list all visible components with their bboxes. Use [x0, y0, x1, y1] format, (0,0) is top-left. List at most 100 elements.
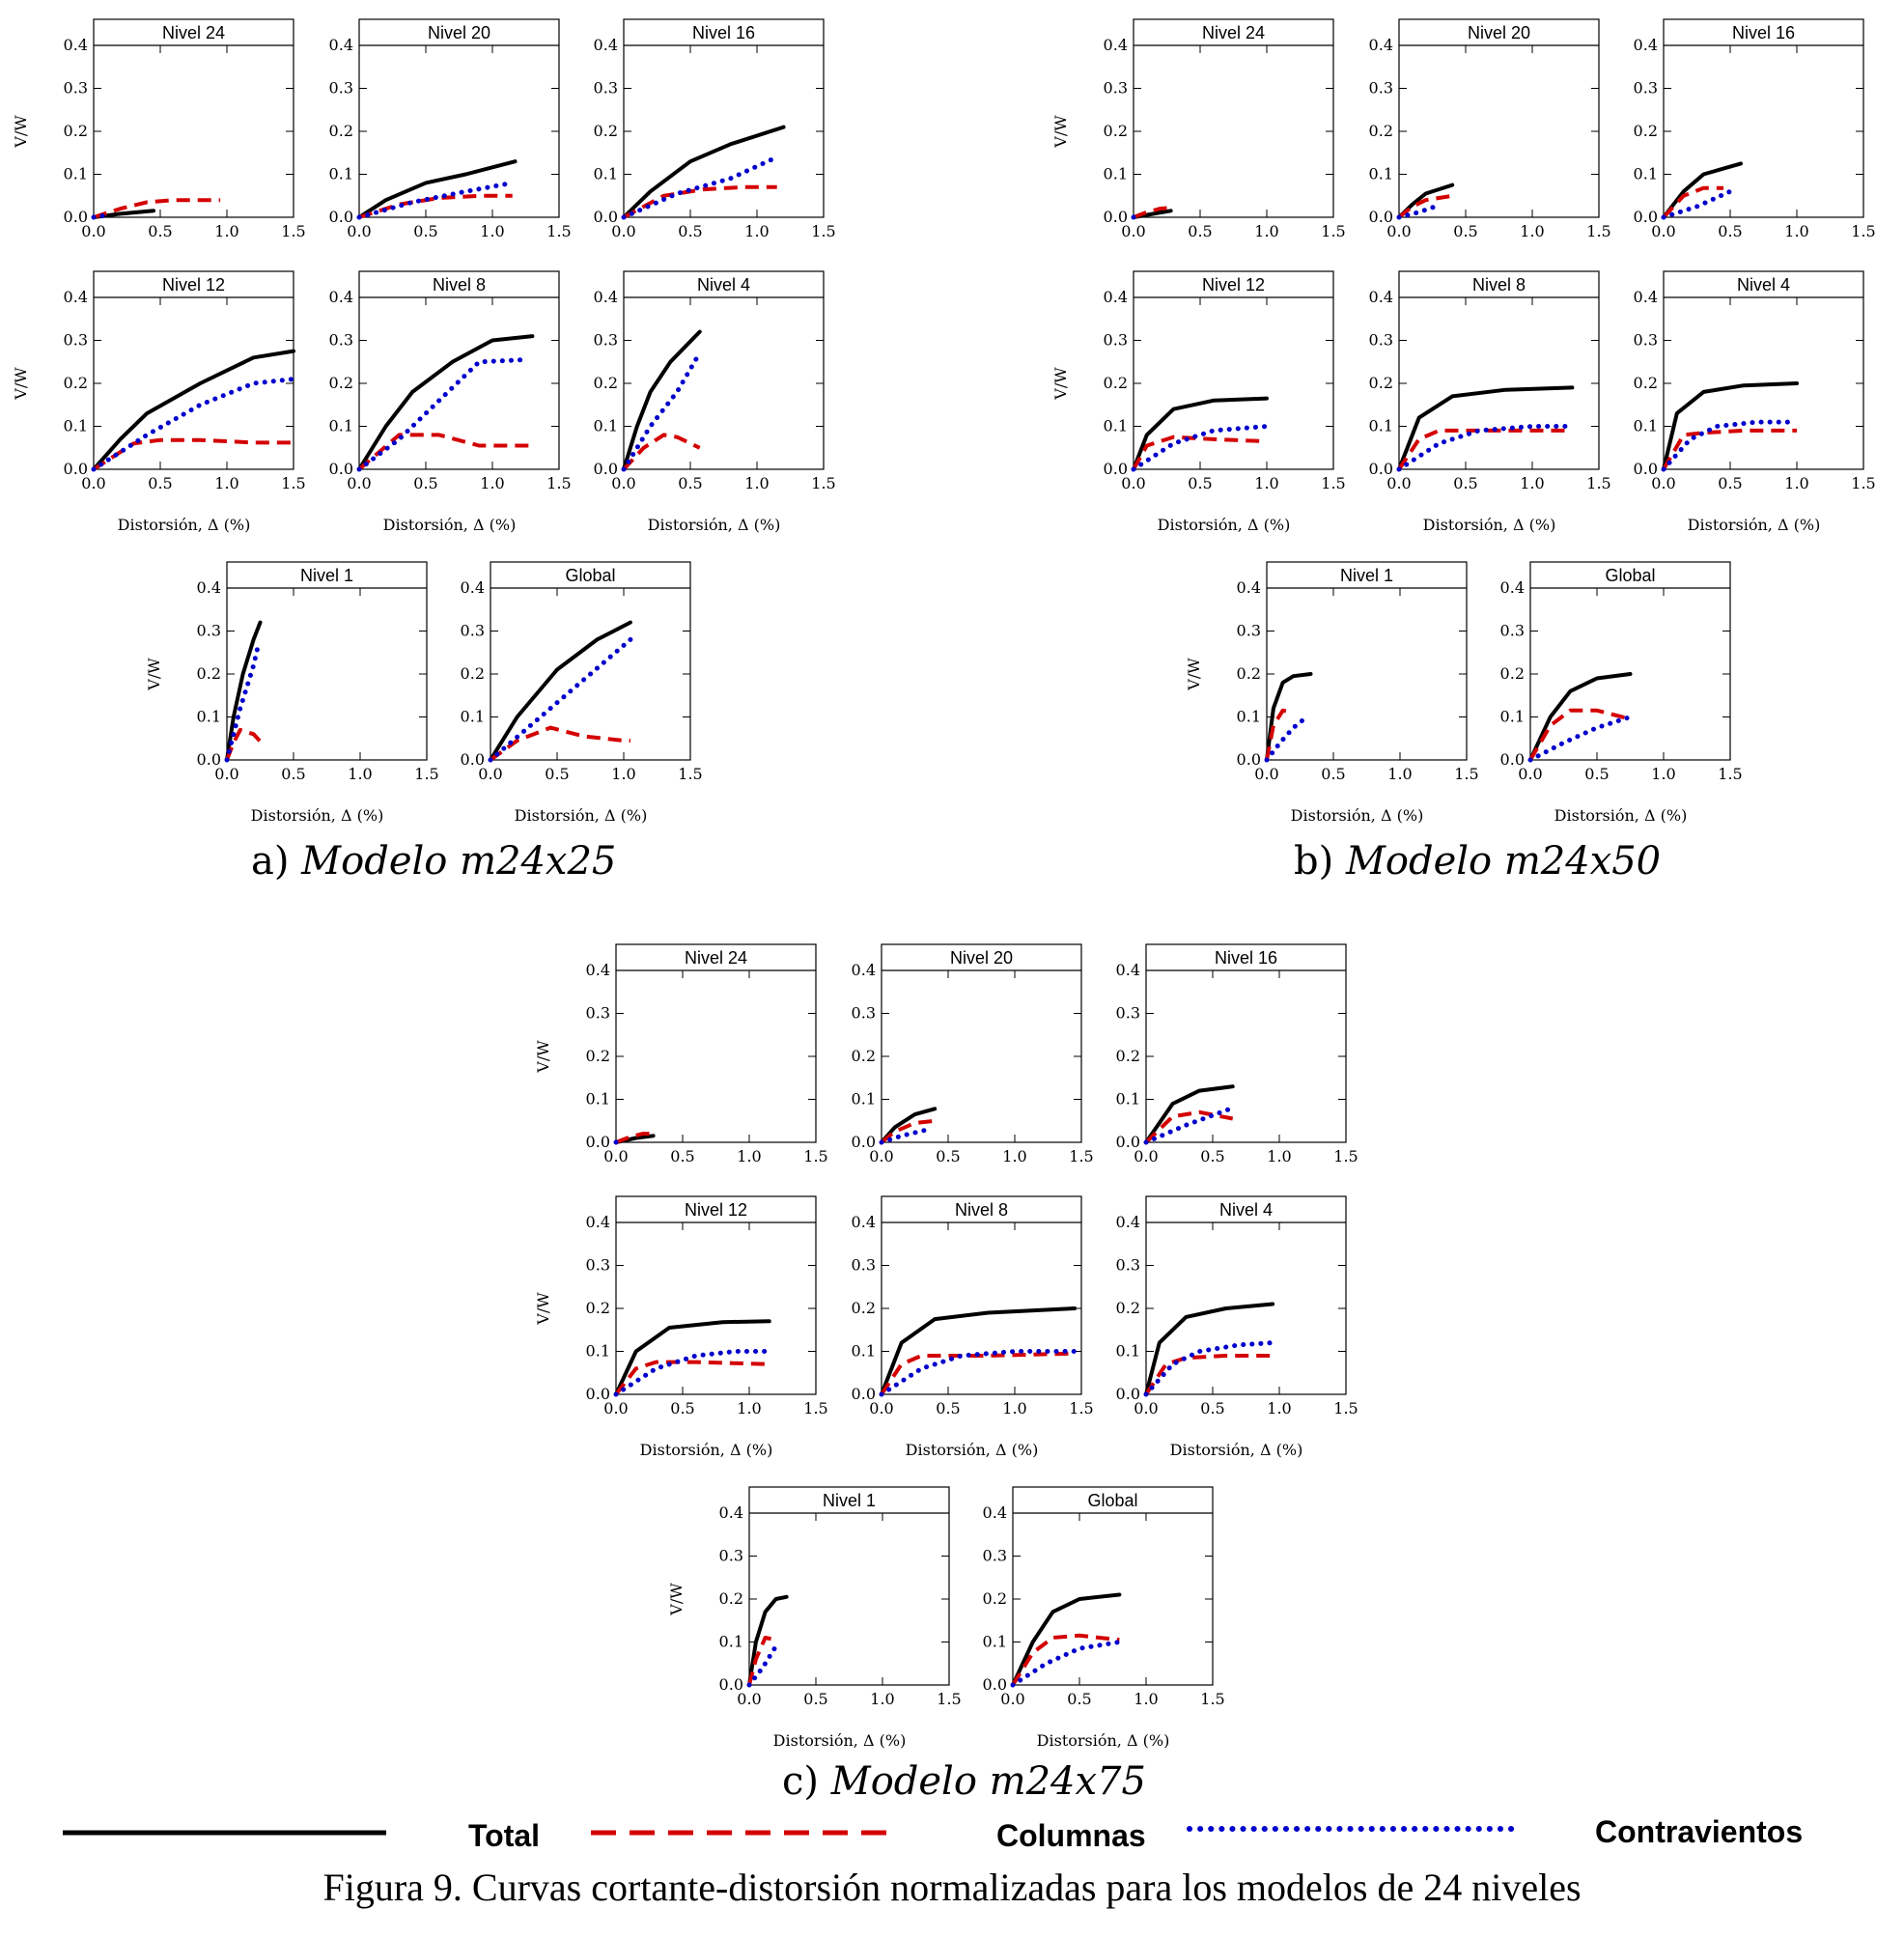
panel-c-nivel-4-ytick-label: 0.0: [1116, 1385, 1140, 1403]
panel-b-nivel-1-ytick-label: 0.1: [1237, 708, 1261, 726]
panel-c-nivel-1: Nivel 1 0.0 0.5 1.0 1.5 0.0 0.1 0.2 0.3 0.4 V/W Dis…: [667, 1486, 962, 1750]
panel-a-global-series-columnas: [489, 725, 630, 762]
panel-a-nivel-12-series-contravientos: [91, 377, 296, 472]
panel-a-global-frame: [490, 561, 691, 761]
panel-c-nivel-20-ytick-label: 0.4: [852, 961, 876, 979]
panel-a-nivel-8-ytick-label: 0.4: [329, 288, 353, 306]
panel-a-nivel-4-xtick-label: 1.0: [744, 474, 769, 492]
panel-c-nivel-24-ytick-label: 0.2: [586, 1047, 610, 1065]
panel-a-nivel-8-xtick-label: 0.5: [413, 474, 437, 492]
panel-b-nivel-16-ytick-label: 0.4: [1634, 36, 1658, 54]
panel-a-nivel-12-ylabel: V/W: [12, 367, 30, 401]
panel-c-nivel-12-ytick-label: 0.1: [586, 1342, 610, 1361]
panel-c-nivel-12-series-contravientos: [613, 1349, 772, 1397]
panel-c-nivel-8-ytick-label: 0.4: [852, 1213, 876, 1231]
panel-b-nivel-8-series-contravientos: [1396, 424, 1568, 472]
panel-c-global-xlabel: Distorsión, Δ (%): [1037, 1731, 1170, 1750]
panel-b-nivel-16-ytick-label: 0.0: [1634, 208, 1658, 226]
panel-b-global-xtick-label: 0.5: [1584, 765, 1609, 783]
chart-group-a: Nivel 240.0 0.5 1.0 1.50.00.10.20.30.4V/WNi…: [12, 18, 836, 825]
panel-a-nivel-20-ytick-label: 0.3: [329, 79, 353, 98]
panel-a-nivel-8-ytick-label: 0.3: [329, 331, 353, 350]
panel-b-nivel-24-xtick-label: 0.5: [1188, 222, 1212, 240]
panel-a-nivel-20-ytick-label: 0.2: [329, 122, 353, 140]
figure-caption: Figura 9. Curvas cortante-distorsión nor…: [322, 1866, 1581, 1909]
panel-a-nivel-4-xtick-label: 0.5: [678, 474, 702, 492]
panel-b-nivel-16-xtick-label: 0.0: [1651, 222, 1675, 240]
panel-b-nivel-24-xtick-label: 0.0: [1121, 222, 1145, 240]
panel-a-nivel-16-series-columnas: [623, 184, 777, 219]
panel-c-nivel-4-xtick-label: 0.5: [1200, 1399, 1224, 1418]
panel-a-nivel-16-ytick-label: 0.2: [594, 122, 618, 140]
panel-b-nivel-12-ytick-label: 0.1: [1104, 417, 1128, 435]
panel-b-nivel-1-xtick-label: 0.0: [1254, 765, 1278, 783]
panel-b-nivel-4-ytick-label: 0.3: [1634, 331, 1658, 350]
chart-group-c: Nivel 240.0 0.5 1.0 1.50.00.10.20.30.4V/WNi…: [534, 943, 1358, 1750]
panel-b-nivel-12-xlabel: Distorsión, Δ (%): [1158, 516, 1291, 534]
panel-c-nivel-16-xtick-label: 0.0: [1134, 1147, 1158, 1165]
panel-c-nivel-8-series-columnas: [880, 1351, 1076, 1396]
panel-b-nivel-12-ylabel: V/W: [1051, 367, 1070, 401]
panel-a-nivel-20-title: Nivel 20: [428, 23, 490, 42]
panel-b-nivel-16-ytick-label: 0.3: [1634, 79, 1658, 98]
panel-c-nivel-16-xtick-label: 1.5: [1333, 1147, 1358, 1165]
panel-c-nivel-1-series-columnas: [747, 1636, 777, 1686]
panel-c-nivel-4-ytick-label: 0.4: [1116, 1213, 1140, 1231]
panel-a-nivel-16-xtick-label: 1.0: [744, 222, 769, 240]
panel-c-global-xtick-label: 1.0: [1134, 1690, 1158, 1708]
panel-a-nivel-12-ytick-label: 0.1: [64, 417, 88, 435]
panel-a-nivel-12-ytick-label: 0.3: [64, 331, 88, 350]
panel-a-nivel-16-title: Nivel 16: [692, 23, 755, 42]
panel-a-nivel-20-frame: [358, 18, 560, 218]
panel-a-nivel-24-ytick-label: 0.3: [64, 79, 88, 98]
panel-b-nivel-16-frame: [1663, 18, 1864, 218]
panel-a-nivel-20-xtick-label: 0.0: [347, 222, 371, 240]
panel-a-nivel-20-ytick-label: 0.4: [329, 36, 353, 54]
panel-b-nivel-24-series-contravientos: [1131, 213, 1143, 220]
panel-b-global-xlabel: Distorsión, Δ (%): [1554, 806, 1688, 825]
caption-b-model: Modelo m24x50: [1345, 839, 1661, 884]
panel-b-global-series-total: [1528, 672, 1633, 762]
panel-c-nivel-1-ytick-label: 0.4: [719, 1503, 743, 1522]
panel-a-nivel-12-ytick-label: 0.4: [64, 288, 88, 306]
panel-a-nivel-20-series-total: [357, 159, 518, 219]
panel-c-global-series-total: [1011, 1592, 1122, 1687]
panel-a-nivel-4-xtick-label: 0.0: [611, 474, 635, 492]
panel-c-nivel-4-series-columnas: [1144, 1354, 1274, 1396]
panel-a-nivel-4-series-columnas: [622, 433, 701, 471]
panel-c-nivel-12: Nivel 12 0.0 0.5 1.0 1.5 0.0 0.1 0.2 0.3 0.4 V/W Di…: [534, 1195, 828, 1459]
panel-c-global-ytick-label: 0.4: [983, 1503, 1007, 1522]
panel-c-nivel-1-xtick-label: 0.0: [737, 1690, 761, 1708]
panel-b-nivel-12-xtick-label: 1.0: [1254, 474, 1278, 492]
caption-b: b) Modelo m24x50: [1294, 839, 1661, 884]
chart-group-b: Nivel 240.0 0.5 1.0 1.50.00.10.20.30.4V/WNi…: [1051, 18, 1876, 825]
panel-b-nivel-24-ytick-label: 0.1: [1104, 165, 1128, 183]
panel-b-nivel-8-ytick-label: 0.4: [1369, 288, 1393, 306]
panel-a-nivel-20: Nivel 20 0.0 0.5 1.0 1.5 0.0 0.1 0.2 0.3 0.4: [329, 18, 572, 240]
panel-b-nivel-12-ytick-label: 0.3: [1104, 331, 1128, 350]
panel-a-nivel-8-xtick-label: 1.0: [480, 474, 504, 492]
panel-c-nivel-20-title: Nivel 20: [950, 948, 1013, 968]
panel-b-nivel-4-ytick-label: 0.4: [1634, 288, 1658, 306]
panel-b-nivel-20-title: Nivel 20: [1468, 23, 1530, 42]
panel-a-nivel-24-xtick-label: 0.0: [81, 222, 105, 240]
panel-b-nivel-24-ytick-label: 0.0: [1104, 208, 1128, 226]
panel-a-nivel-1-title: Nivel 1: [300, 566, 353, 585]
panel-a-nivel-8-series-columnas: [357, 433, 533, 471]
panel-c-nivel-12-series-columnas: [614, 1360, 770, 1396]
panel-a-nivel-1: Nivel 1 0.0 0.5 1.0 1.5 0.0 0.1 0.2 0.3 0.4 V/W Dis…: [145, 561, 439, 825]
panel-b-nivel-16-series-total: [1662, 161, 1743, 219]
panel-b-nivel-4: Nivel 4 0.0 0.5 1.0 1.5 0.0 0.1 0.2 0.3 0.4 Distor…: [1634, 270, 1876, 534]
panel-b-nivel-12: Nivel 12 0.0 0.5 1.0 1.5 0.0 0.1 0.2 0.3 0.4 V/W Di…: [1051, 270, 1346, 534]
panel-c-nivel-16-title: Nivel 16: [1215, 948, 1277, 968]
panel-b-nivel-16: Nivel 16 0.0 0.5 1.0 1.5 0.0 0.1 0.2 0.3 0.4: [1634, 18, 1876, 240]
panel-b-nivel-8-frame: [1398, 270, 1600, 470]
panel-c-nivel-1-ytick-label: 0.2: [719, 1589, 743, 1608]
panel-a-nivel-16-series-contravientos: [621, 154, 780, 220]
panel-b-nivel-8-xtick-label: 1.5: [1586, 474, 1610, 492]
panel-c-nivel-16-ytick-label: 0.1: [1116, 1090, 1140, 1109]
panel-a-nivel-8-xtick-label: 0.0: [347, 474, 371, 492]
panel-c-nivel-4-title: Nivel 4: [1219, 1200, 1273, 1220]
panel-a-nivel-4-ytick-label: 0.1: [594, 417, 618, 435]
panel-b-global-xtick-label: 1.5: [1718, 765, 1742, 783]
